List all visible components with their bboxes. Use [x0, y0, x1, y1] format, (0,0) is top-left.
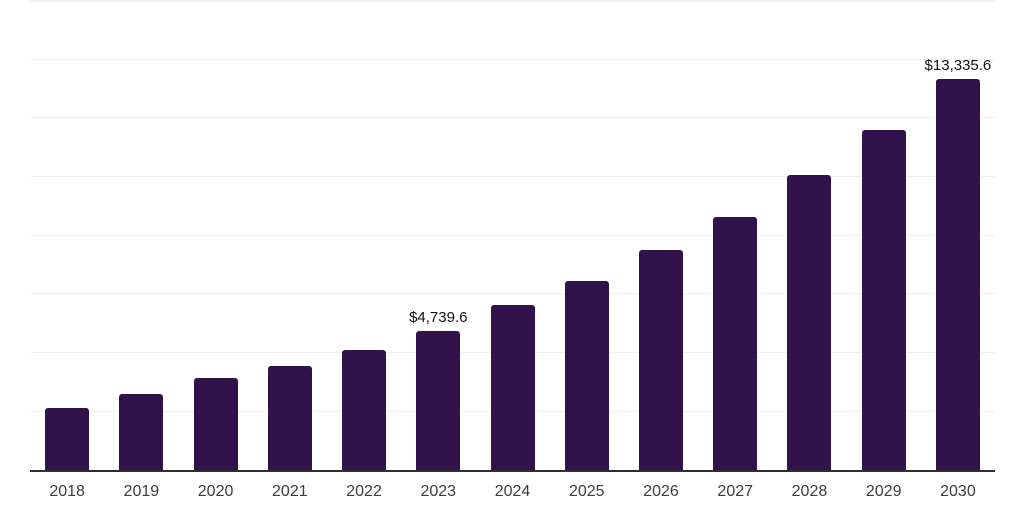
bar [193, 378, 238, 470]
x-tick-label: 2030 [940, 483, 976, 500]
bar [638, 249, 683, 470]
bar [935, 78, 980, 470]
gridline [30, 293, 995, 295]
bar-slot [253, 0, 327, 470]
bar-slot [624, 0, 698, 470]
gridline [30, 0, 995, 2]
gridline [30, 234, 995, 236]
bar-slot [475, 0, 549, 470]
bar-slot [847, 0, 921, 470]
x-tick-label: 2028 [791, 483, 828, 500]
gridline [30, 117, 995, 119]
x-axis-line [30, 470, 995, 472]
bar [416, 330, 461, 470]
bar-slot: $13,335.6 [921, 0, 995, 470]
x-tick-label: 2025 [568, 483, 605, 500]
bar-slot [550, 0, 624, 470]
bar [861, 129, 906, 470]
value-label: $13,335.6 [924, 56, 992, 74]
bar [267, 365, 312, 470]
x-tick-label: 2027 [717, 483, 754, 500]
x-tick-label: 2020 [197, 483, 234, 500]
bar-slot [104, 0, 178, 470]
bar-slot [698, 0, 772, 470]
x-tick-label: 2022 [346, 483, 382, 500]
bar [45, 408, 90, 470]
bars-layer: $4,739.6 $13,335.6 [30, 0, 995, 470]
bar [713, 217, 758, 470]
x-tick-label: 2029 [865, 483, 902, 500]
bar-slot [772, 0, 846, 470]
bar-slot: $4,739.6 [401, 0, 475, 470]
plot-area: $4,739.6 $13,335.6 [30, 0, 995, 470]
value-label: $4,739.6 [409, 308, 468, 326]
x-tick-label: 2021 [272, 483, 308, 500]
bar [787, 175, 832, 470]
x-tick-label: 2018 [49, 483, 85, 500]
bar [564, 281, 609, 470]
x-tick-label: 2024 [494, 483, 531, 500]
x-tick-label: 2026 [643, 483, 679, 500]
bar-slot [30, 0, 104, 470]
x-tick-label: 2023 [420, 483, 457, 500]
bar [342, 349, 387, 470]
bar-slot [327, 0, 401, 470]
bar-slot [178, 0, 252, 470]
bar [490, 305, 535, 470]
bar [119, 393, 164, 470]
x-tick-label: 2019 [123, 483, 160, 500]
x-axis-labels: 2018 2019 2020 2021 2022 2023 2024 2025 2026 2027… [30, 484, 995, 500]
gridline [30, 176, 995, 178]
gridline [30, 58, 995, 60]
